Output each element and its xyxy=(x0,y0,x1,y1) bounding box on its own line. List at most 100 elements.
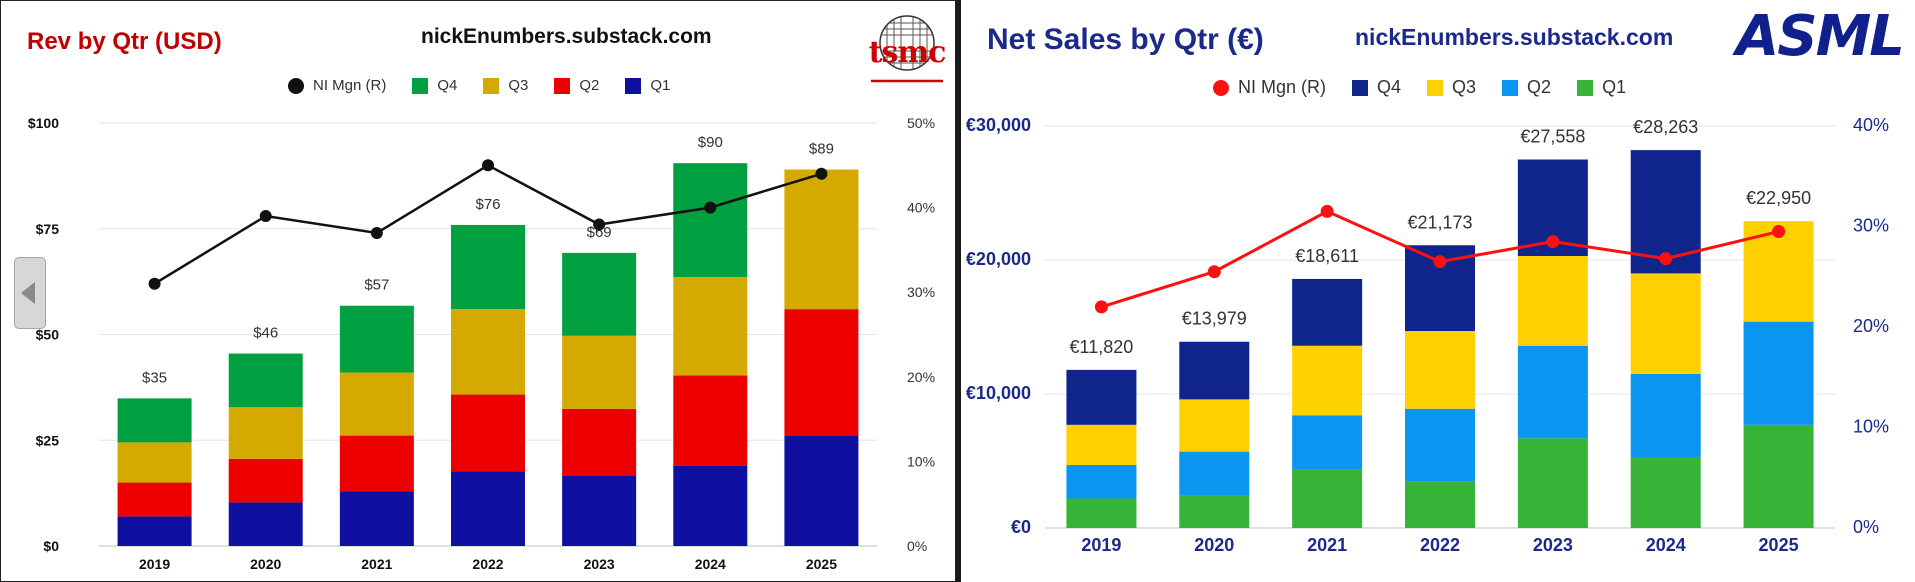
bar-total-label: €21,173 xyxy=(1407,212,1472,232)
asml-plot-area: €0 €10,000 €20,000 €30,000 0% 10% 20% 30% 40% €11… xyxy=(966,115,1889,555)
y2-tick-label: 30% xyxy=(1853,216,1889,236)
y2-tick-label: 20% xyxy=(907,369,935,385)
bar-q1-2021 xyxy=(1292,469,1363,528)
bar-q4-2020 xyxy=(228,353,303,408)
legend-item-q3: Q3 xyxy=(483,77,528,94)
bar-q2-2020 xyxy=(228,458,303,503)
x-tick-label: 2025 xyxy=(806,556,837,572)
bar-q3-2021 xyxy=(1292,345,1363,416)
bar-q2-2025 xyxy=(1743,321,1814,425)
legend-item-q1: Q1 xyxy=(625,77,670,94)
legend-swatch xyxy=(483,77,500,94)
bar-q1-2022 xyxy=(1405,481,1475,528)
bar-q1-2024 xyxy=(1630,456,1701,528)
y-tick-label: $100 xyxy=(28,115,59,131)
x-tick-label: 2019 xyxy=(139,556,170,572)
asml-chart-panel: Net Sales by Qtr (€) nickEnumbers.substa… xyxy=(961,0,1915,582)
tsmc-logo: tsmc xyxy=(867,13,947,88)
ni-margin-point xyxy=(1207,265,1221,279)
chart-title: Rev by Qtr (USD) xyxy=(27,28,222,55)
y2-tick-label: 10% xyxy=(907,453,935,469)
y-tick-label: €0 xyxy=(1011,517,1031,537)
bar-q2-2024 xyxy=(1630,373,1701,457)
x-tick-label: 2021 xyxy=(1307,535,1347,555)
tsmc-logo-text: tsmc xyxy=(868,35,947,70)
x-tick-label: 2021 xyxy=(361,556,392,572)
panel-divider xyxy=(956,0,961,582)
chart-title: Net Sales by Qtr (€) xyxy=(987,23,1264,56)
bar-q2-2019 xyxy=(117,482,192,517)
ni-margin-point xyxy=(482,159,494,172)
bar-q2-2021 xyxy=(339,435,414,492)
ni-margin-point xyxy=(815,167,828,180)
y-tick-label: $25 xyxy=(36,432,60,448)
y2-tick-label: 50% xyxy=(907,115,935,131)
asml-logo: ASML xyxy=(1735,4,1905,69)
y-tick-label: €30,000 xyxy=(966,115,1031,135)
x-tick-label: 2025 xyxy=(1759,535,1799,555)
tsmc-plot-area: $0 $25 $50 $75 $100 0% 10% 20% 30% 40% 50% $35 2019 $… xyxy=(28,115,935,572)
bar-q1-2025 xyxy=(1743,424,1814,528)
bar-q4-2022 xyxy=(451,224,525,310)
bar-q4-2019 xyxy=(1066,369,1137,425)
x-tick-label: 2024 xyxy=(695,556,726,572)
bar-q2-2025 xyxy=(784,309,859,437)
legend-marker xyxy=(288,77,304,94)
bar-total-label: €22,950 xyxy=(1746,188,1811,208)
x-tick-label: 2023 xyxy=(584,556,615,572)
legend-swatch xyxy=(1577,79,1594,96)
y-tick-label: $0 xyxy=(43,538,59,554)
bar-total-label: $46 xyxy=(253,325,278,342)
legend-item-ni-margin: NI Mgn (R) xyxy=(288,77,386,94)
ni-margin-point xyxy=(1320,204,1334,218)
x-tick-label: 2022 xyxy=(472,556,503,572)
ni-margin-point xyxy=(1546,235,1560,249)
bar-q1-2024 xyxy=(673,465,748,546)
bar-q4-2019 xyxy=(117,398,192,443)
bar-q1-2019 xyxy=(117,516,192,546)
bar-q1-2019 xyxy=(1066,498,1137,528)
legend-item-q3: Q3 xyxy=(1427,77,1476,98)
x-tick-label: 2024 xyxy=(1646,535,1686,555)
tsmc-logo-graphic xyxy=(871,15,943,83)
y-tick-label: €20,000 xyxy=(966,249,1031,269)
legend-swatch xyxy=(1502,79,1519,96)
previous-slide-button[interactable] xyxy=(14,257,46,329)
legend-item-ni-margin: NI Mgn (R) xyxy=(1213,77,1326,98)
legend-item-q4: Q4 xyxy=(412,77,457,94)
bar-q2-2023 xyxy=(1517,345,1588,439)
x-tick-label: 2023 xyxy=(1533,535,1573,555)
y2-tick-label: 20% xyxy=(1853,316,1889,336)
ni-margin-point xyxy=(259,210,272,223)
bar-q3-2024 xyxy=(1630,273,1701,374)
bar-q4-2021 xyxy=(339,305,414,373)
bar-total-label: $76 xyxy=(475,196,500,213)
y-tick-label: €10,000 xyxy=(966,383,1031,403)
bar-total-label: $89 xyxy=(809,141,834,158)
bar-q2-2020 xyxy=(1179,451,1250,496)
legend-swatch xyxy=(1352,79,1369,96)
ni-margin-point xyxy=(1094,300,1108,314)
bar-q2-2019 xyxy=(1066,465,1137,499)
y-tick-label: $50 xyxy=(36,327,60,343)
bar-q2-2024 xyxy=(673,375,748,466)
ni-margin-point xyxy=(1433,255,1447,269)
bar-q1-2020 xyxy=(228,502,303,546)
bar-q1-2025 xyxy=(784,436,859,546)
legend-swatch xyxy=(412,77,429,94)
bar-q4-2024 xyxy=(673,163,748,277)
bar-q3-2019 xyxy=(1066,424,1137,466)
tsmc-chart-panel: Rev by Qtr (USD) nickEnumbers.substack.c… xyxy=(0,0,956,582)
legend-marker xyxy=(1213,79,1229,96)
chart-source: nickEnumbers.substack.com xyxy=(421,25,712,48)
bar-total-label: $90 xyxy=(698,134,723,151)
bar-total-label: $69 xyxy=(587,224,612,241)
bar-q1-2022 xyxy=(451,471,525,546)
bar-total-label: €13,979 xyxy=(1182,309,1247,329)
x-tick-label: 2019 xyxy=(1081,535,1121,555)
bar-q3-2023 xyxy=(1517,255,1588,346)
ni-margin-point xyxy=(1659,252,1673,266)
y2-tick-label: 40% xyxy=(1853,115,1889,135)
legend-swatch xyxy=(1427,79,1444,96)
ni-margin-point xyxy=(148,277,161,290)
